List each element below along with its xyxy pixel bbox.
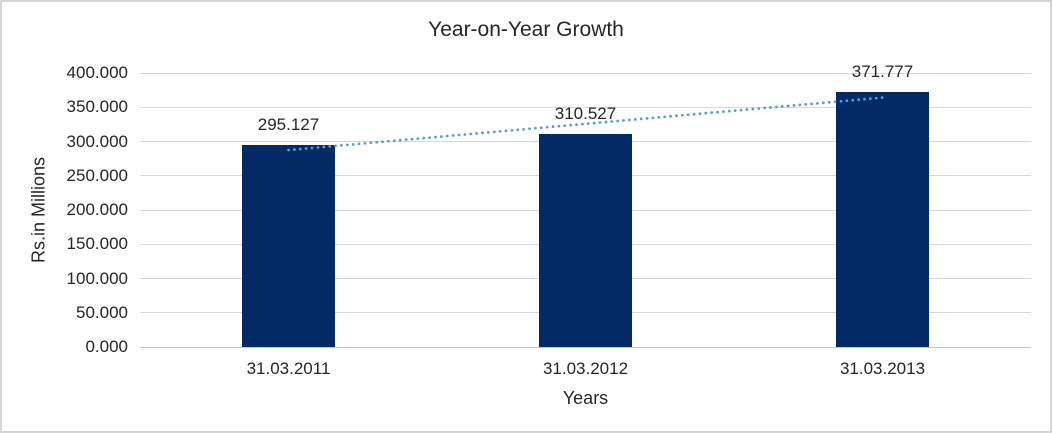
bar	[539, 134, 632, 347]
bar-value-label: 310.527	[554, 104, 617, 124]
y-tick-label: 250.000	[66, 165, 128, 185]
y-axis-title: Rs.in Millions	[28, 156, 49, 264]
y-tick-label: 400.000	[66, 63, 128, 82]
x-axis-line	[140, 346, 1031, 348]
chart-title: Year-on-Year Growth	[428, 18, 624, 41]
y-tick-label: 300.000	[66, 131, 128, 151]
x-axis-title: Years	[562, 388, 609, 408]
y-tick-label: 150.000	[66, 234, 128, 254]
y-tick-label: 50.000	[76, 302, 128, 322]
x-tick-label: 31.03.2011	[246, 359, 331, 378]
y-tick-label: 100.000	[66, 268, 128, 288]
bar	[242, 144, 335, 347]
trendline	[287, 96, 884, 152]
gridline	[140, 106, 1031, 108]
y-tick-label: 0.000	[85, 337, 128, 356]
y-tick-label: 200.000	[66, 200, 128, 219]
x-tick-label: 31.03.2012	[542, 359, 629, 378]
y-tick-label: 350.000	[66, 97, 128, 117]
x-tick-label: 31.03.2013	[839, 359, 926, 378]
bar	[836, 92, 929, 347]
gridline	[140, 72, 1031, 74]
trendline-path	[287, 96, 884, 152]
bar-value-label: 371.777	[851, 62, 914, 82]
bar-value-label: 295.127	[257, 114, 320, 134]
